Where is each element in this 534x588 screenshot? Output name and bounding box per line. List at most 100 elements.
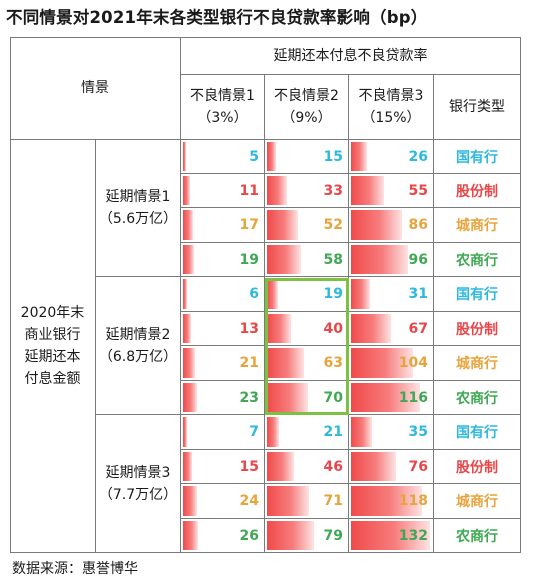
header-npl-scenario-1: 不良情景1 （3%） bbox=[181, 75, 265, 140]
value-cell-deferral-2-joint-stock-npl1: 13 bbox=[181, 312, 265, 346]
value-bar bbox=[351, 245, 408, 274]
value-cell-deferral-1-joint-stock-npl3: 55 bbox=[349, 174, 434, 208]
deferral-scenario-2: 延期情景2 （6.8万亿） bbox=[96, 277, 181, 415]
value-cell-deferral-1-rural-commercial-npl3: 96 bbox=[349, 243, 434, 277]
value-bar bbox=[267, 486, 309, 516]
value-label: 13 bbox=[239, 320, 259, 337]
header-npl-scenario-2-name: 不良情景2 bbox=[274, 88, 339, 104]
value-cell-deferral-3-state-owned-npl1: 7 bbox=[181, 415, 265, 450]
value-bar bbox=[183, 142, 186, 171]
value-bar bbox=[351, 417, 372, 447]
row-group-line-1: 2020年末 bbox=[20, 305, 85, 321]
row-group-cell: 2020年末 商业银行 延期还本 付息金额 bbox=[10, 140, 96, 553]
value-bar bbox=[183, 417, 187, 447]
value-bar bbox=[267, 452, 294, 481]
deferral-scenario-3-name: 延期情景3 bbox=[105, 464, 171, 481]
value-cell-deferral-3-city-commercial-npl3: 118 bbox=[349, 484, 434, 519]
page-title: 不同情景对2021年末各类型银行不良贷款率影响（bp） bbox=[6, 8, 428, 27]
bank-type-state-owned: 国有行 bbox=[434, 277, 521, 312]
value-label: 11 bbox=[239, 182, 259, 199]
header-group-label: 延期还本付息不良贷款率 bbox=[273, 47, 428, 64]
value-label: 118 bbox=[398, 493, 428, 509]
value-bar bbox=[267, 142, 276, 171]
value-cell-deferral-3-state-owned-npl3: 35 bbox=[349, 415, 434, 450]
value-cell-deferral-2-joint-stock-npl2: 40 bbox=[265, 312, 349, 346]
value-label: 7 bbox=[249, 424, 259, 440]
value-bar bbox=[351, 348, 413, 378]
value-label: 67 bbox=[408, 320, 428, 337]
value-cell-deferral-2-rural-commercial-npl1: 23 bbox=[181, 381, 265, 415]
value-bar bbox=[267, 521, 314, 550]
data-source-note: 数据来源：惠誉博华 bbox=[12, 561, 138, 577]
value-cell-deferral-1-state-owned-npl3: 26 bbox=[349, 140, 434, 174]
value-label: 17 bbox=[239, 217, 259, 233]
value-label: 24 bbox=[239, 493, 259, 509]
value-bar bbox=[267, 210, 298, 240]
deferral-scenario-1-name: 延期情景1 bbox=[105, 189, 171, 205]
bank-type-state-owned: 国有行 bbox=[434, 415, 521, 450]
value-label: 19 bbox=[239, 251, 259, 268]
value-cell-deferral-2-state-owned-npl2: 19 bbox=[265, 277, 349, 312]
value-label: 96 bbox=[408, 251, 428, 268]
header-scenario-label: 情景 bbox=[81, 80, 109, 96]
value-label: 86 bbox=[408, 217, 428, 233]
bank-type-joint-stock: 股份制 bbox=[434, 312, 521, 346]
bank-type-rural-commercial: 农商行 bbox=[434, 381, 521, 415]
header-bank-type-label: 银行类型 bbox=[449, 99, 505, 115]
value-bar bbox=[351, 176, 384, 205]
header-npl-scenario-2: 不良情景2 （9%） bbox=[265, 75, 349, 140]
deferral-scenario-3: 延期情景3 （7.7万亿） bbox=[96, 415, 181, 553]
value-label: 79 bbox=[323, 527, 343, 544]
value-cell-deferral-1-state-owned-npl1: 5 bbox=[181, 140, 265, 174]
value-cell-deferral-3-city-commercial-npl2: 71 bbox=[265, 484, 349, 519]
header-npl-scenario-2-rate: （9%） bbox=[281, 110, 332, 126]
value-label: 15 bbox=[323, 148, 343, 165]
bank-type-joint-stock: 股份制 bbox=[434, 174, 521, 208]
value-cell-deferral-3-rural-commercial-npl3: 132 bbox=[349, 519, 434, 553]
deferral-scenario-1: 延期情景1 （5.6万亿） bbox=[96, 140, 181, 277]
value-cell-deferral-1-city-commercial-npl2: 52 bbox=[265, 208, 349, 243]
value-bar bbox=[183, 176, 190, 205]
value-label: 15 bbox=[239, 458, 259, 475]
value-label: 40 bbox=[323, 320, 343, 337]
value-bar bbox=[267, 417, 279, 447]
value-cell-deferral-3-city-commercial-npl1: 24 bbox=[181, 484, 265, 519]
header-npl-scenario-1-name: 不良情景1 bbox=[190, 88, 255, 104]
value-cell-deferral-3-state-owned-npl2: 21 bbox=[265, 415, 349, 450]
value-cell-deferral-3-rural-commercial-npl1: 26 bbox=[181, 519, 265, 553]
value-cell-deferral-2-city-commercial-npl2: 63 bbox=[265, 346, 349, 381]
value-cell-deferral-3-rural-commercial-npl2: 79 bbox=[265, 519, 349, 553]
header-npl-scenario-1-rate: （3%） bbox=[197, 110, 248, 126]
bank-type-rural-commercial: 农商行 bbox=[434, 243, 521, 277]
value-bar bbox=[183, 383, 197, 412]
value-label: 58 bbox=[323, 251, 343, 268]
value-cell-deferral-2-rural-commercial-npl2: 70 bbox=[265, 381, 349, 415]
value-cell-deferral-2-rural-commercial-npl3: 116 bbox=[349, 381, 434, 415]
value-bar bbox=[351, 383, 420, 412]
value-cell-deferral-1-joint-stock-npl2: 33 bbox=[265, 174, 349, 208]
value-label: 5 bbox=[249, 148, 259, 165]
deferral-scenario-2-name: 延期情景2 bbox=[105, 326, 171, 343]
value-bar bbox=[183, 486, 197, 516]
value-bar bbox=[183, 348, 195, 378]
value-bar bbox=[183, 245, 194, 274]
header-npl-scenario-3-rate: （15%） bbox=[361, 110, 421, 126]
value-label: 71 bbox=[323, 493, 343, 509]
value-bar bbox=[183, 452, 192, 481]
row-group-line-3: 延期还本 bbox=[24, 349, 81, 365]
value-label: 23 bbox=[239, 389, 259, 406]
impact-table: 情景 延期还本付息不良贷款率 不良情景1 （3%） 不良情景2 （9%） 不良情… bbox=[10, 37, 521, 553]
value-label: 33 bbox=[323, 182, 343, 199]
value-bar bbox=[267, 176, 287, 205]
value-bar bbox=[183, 210, 193, 240]
value-bar bbox=[267, 314, 291, 343]
value-label: 35 bbox=[408, 424, 428, 440]
value-bar bbox=[267, 245, 301, 274]
value-cell-deferral-1-joint-stock-npl1: 11 bbox=[181, 174, 265, 208]
value-bar bbox=[351, 210, 402, 240]
value-label: 31 bbox=[408, 286, 428, 302]
value-bar bbox=[351, 452, 396, 481]
header-bank-type: 银行类型 bbox=[434, 75, 521, 140]
value-cell-deferral-3-joint-stock-npl3: 76 bbox=[349, 450, 434, 484]
value-label: 21 bbox=[239, 355, 259, 371]
